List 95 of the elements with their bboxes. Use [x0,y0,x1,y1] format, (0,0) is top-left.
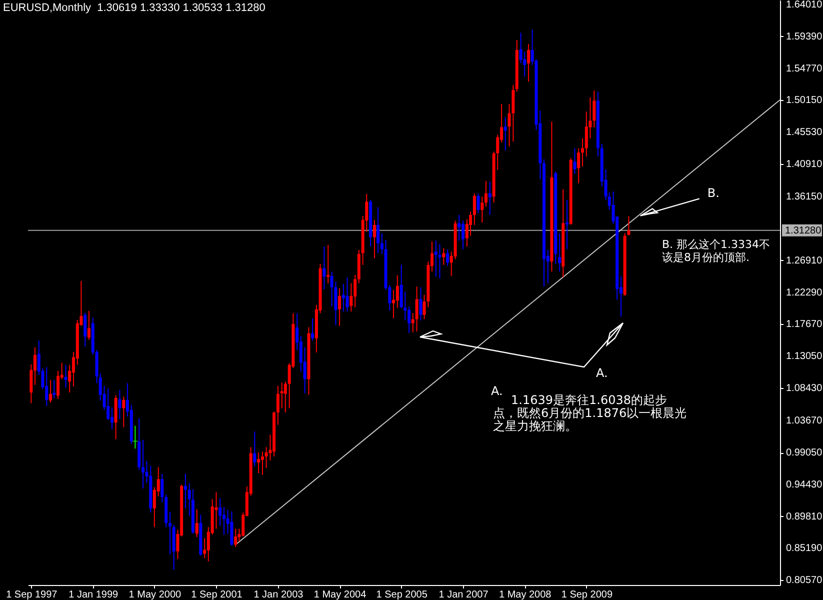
y-tick-label: 1.17670 [786,319,823,330]
annotation: B. 那么这个1.3334不该是8月份的顶部. [662,238,772,264]
candlestick [184,473,187,509]
candlestick [504,116,507,152]
candlestick [346,276,349,312]
y-tick-label: 1.59390 [786,31,823,42]
candlestick [476,192,480,214]
candlestick [354,274,357,308]
y-tick-label: 1.40910 [786,158,823,170]
candlestick [408,306,411,334]
candlestick [84,312,87,348]
x-tick-label: 1 Sep 2005 [376,590,428,600]
candlestick [118,389,122,420]
candlestick [49,379,52,404]
candlestick [480,196,484,224]
candlestick [446,248,450,266]
candlestick [168,511,172,555]
candlestick [458,214,461,242]
candlestick [372,219,376,259]
x-tick-label: 1 Sep 2009 [561,590,613,600]
y-tick-label: 1.64010 [786,0,823,11]
candlestick [350,282,353,312]
candlestick [56,370,60,400]
candlestick [488,181,492,216]
x-tick-label: 1 May 2004 [314,590,367,600]
candlestick [376,206,380,254]
candlestick [257,452,260,474]
candlestick [218,498,222,526]
annotation: A. [491,384,503,398]
candlestick [512,84,515,142]
y-tick-label: 0.94430 [786,479,823,490]
x-tick-label: 1 Jan 2003 [254,590,304,600]
candlestick [106,388,110,420]
x-tick-label: 1 Sep 1997 [6,590,58,600]
candlestick [64,364,68,388]
candlestick [253,430,256,467]
candlestick [380,232,384,254]
candlestick [311,318,314,342]
candlestick [322,246,326,290]
y-tick-label: 1.08430 [786,382,823,394]
chart-title: EURUSD,Monthly 1.30619 1.33330 1.30533 1.31280 [3,2,266,14]
candlestick [45,366,48,406]
candlestick [527,43,530,82]
y-tick-label: 0.85190 [786,543,823,554]
candlestick [592,90,596,128]
candlestick [230,510,234,546]
x-tick-label: 1 Jan 2007 [438,590,489,600]
candlestick [326,244,330,284]
candlestick [214,492,218,530]
candlestick [52,379,56,399]
candlestick [419,286,422,322]
y-tick-label: 1.26910 [786,255,823,266]
candlestick [396,274,399,308]
candlestick [280,382,284,409]
candlestick [566,199,569,250]
candlestick [260,450,264,476]
y-tick-label: 1.13050 [786,351,823,362]
candlestick [234,528,238,548]
candlestick [338,288,342,326]
candlestick [222,506,226,536]
annotation: A. [596,366,608,380]
candlestick [122,396,126,428]
y-tick-label: 1.36150 [786,192,823,203]
candlestick [284,381,287,414]
candlestick [484,180,488,208]
candlestick [442,248,446,266]
y-tick-label: 1.03670 [786,416,823,427]
candlestick [415,286,418,332]
candlestick [472,192,476,226]
x-tick-label: 1 May 2000 [128,590,182,600]
ref-line-label: 1.31280 [785,225,822,236]
y-tick-label: 0.89810 [786,511,823,522]
candlestick [558,232,562,272]
candlestick [411,312,414,333]
candlestick [462,220,465,250]
candlestick [195,508,198,538]
y-tick-label: 1.22290 [786,287,823,298]
y-tick-label: 1.45530 [786,127,823,138]
candlestick [434,240,438,278]
candlestick [87,310,90,340]
candlestick [581,138,584,168]
candlestick [142,439,145,489]
x-tick-label: 1 Jan 1999 [68,590,119,600]
candlestick [110,406,114,430]
y-tick-label: 0.80570 [786,575,823,586]
y-tick-label: 0.99050 [786,448,823,459]
x-tick-label: 1 May 2008 [498,590,552,600]
candlestick [160,473,164,503]
candlestick [276,385,280,426]
candlestick [573,148,576,174]
y-tick-label: 1.50150 [786,95,823,106]
y-tick-label: 1.54770 [786,63,823,74]
candlestick [577,148,580,184]
x-tick-label: 1 Sep 2001 [191,590,243,600]
annotation: B. [707,186,720,200]
